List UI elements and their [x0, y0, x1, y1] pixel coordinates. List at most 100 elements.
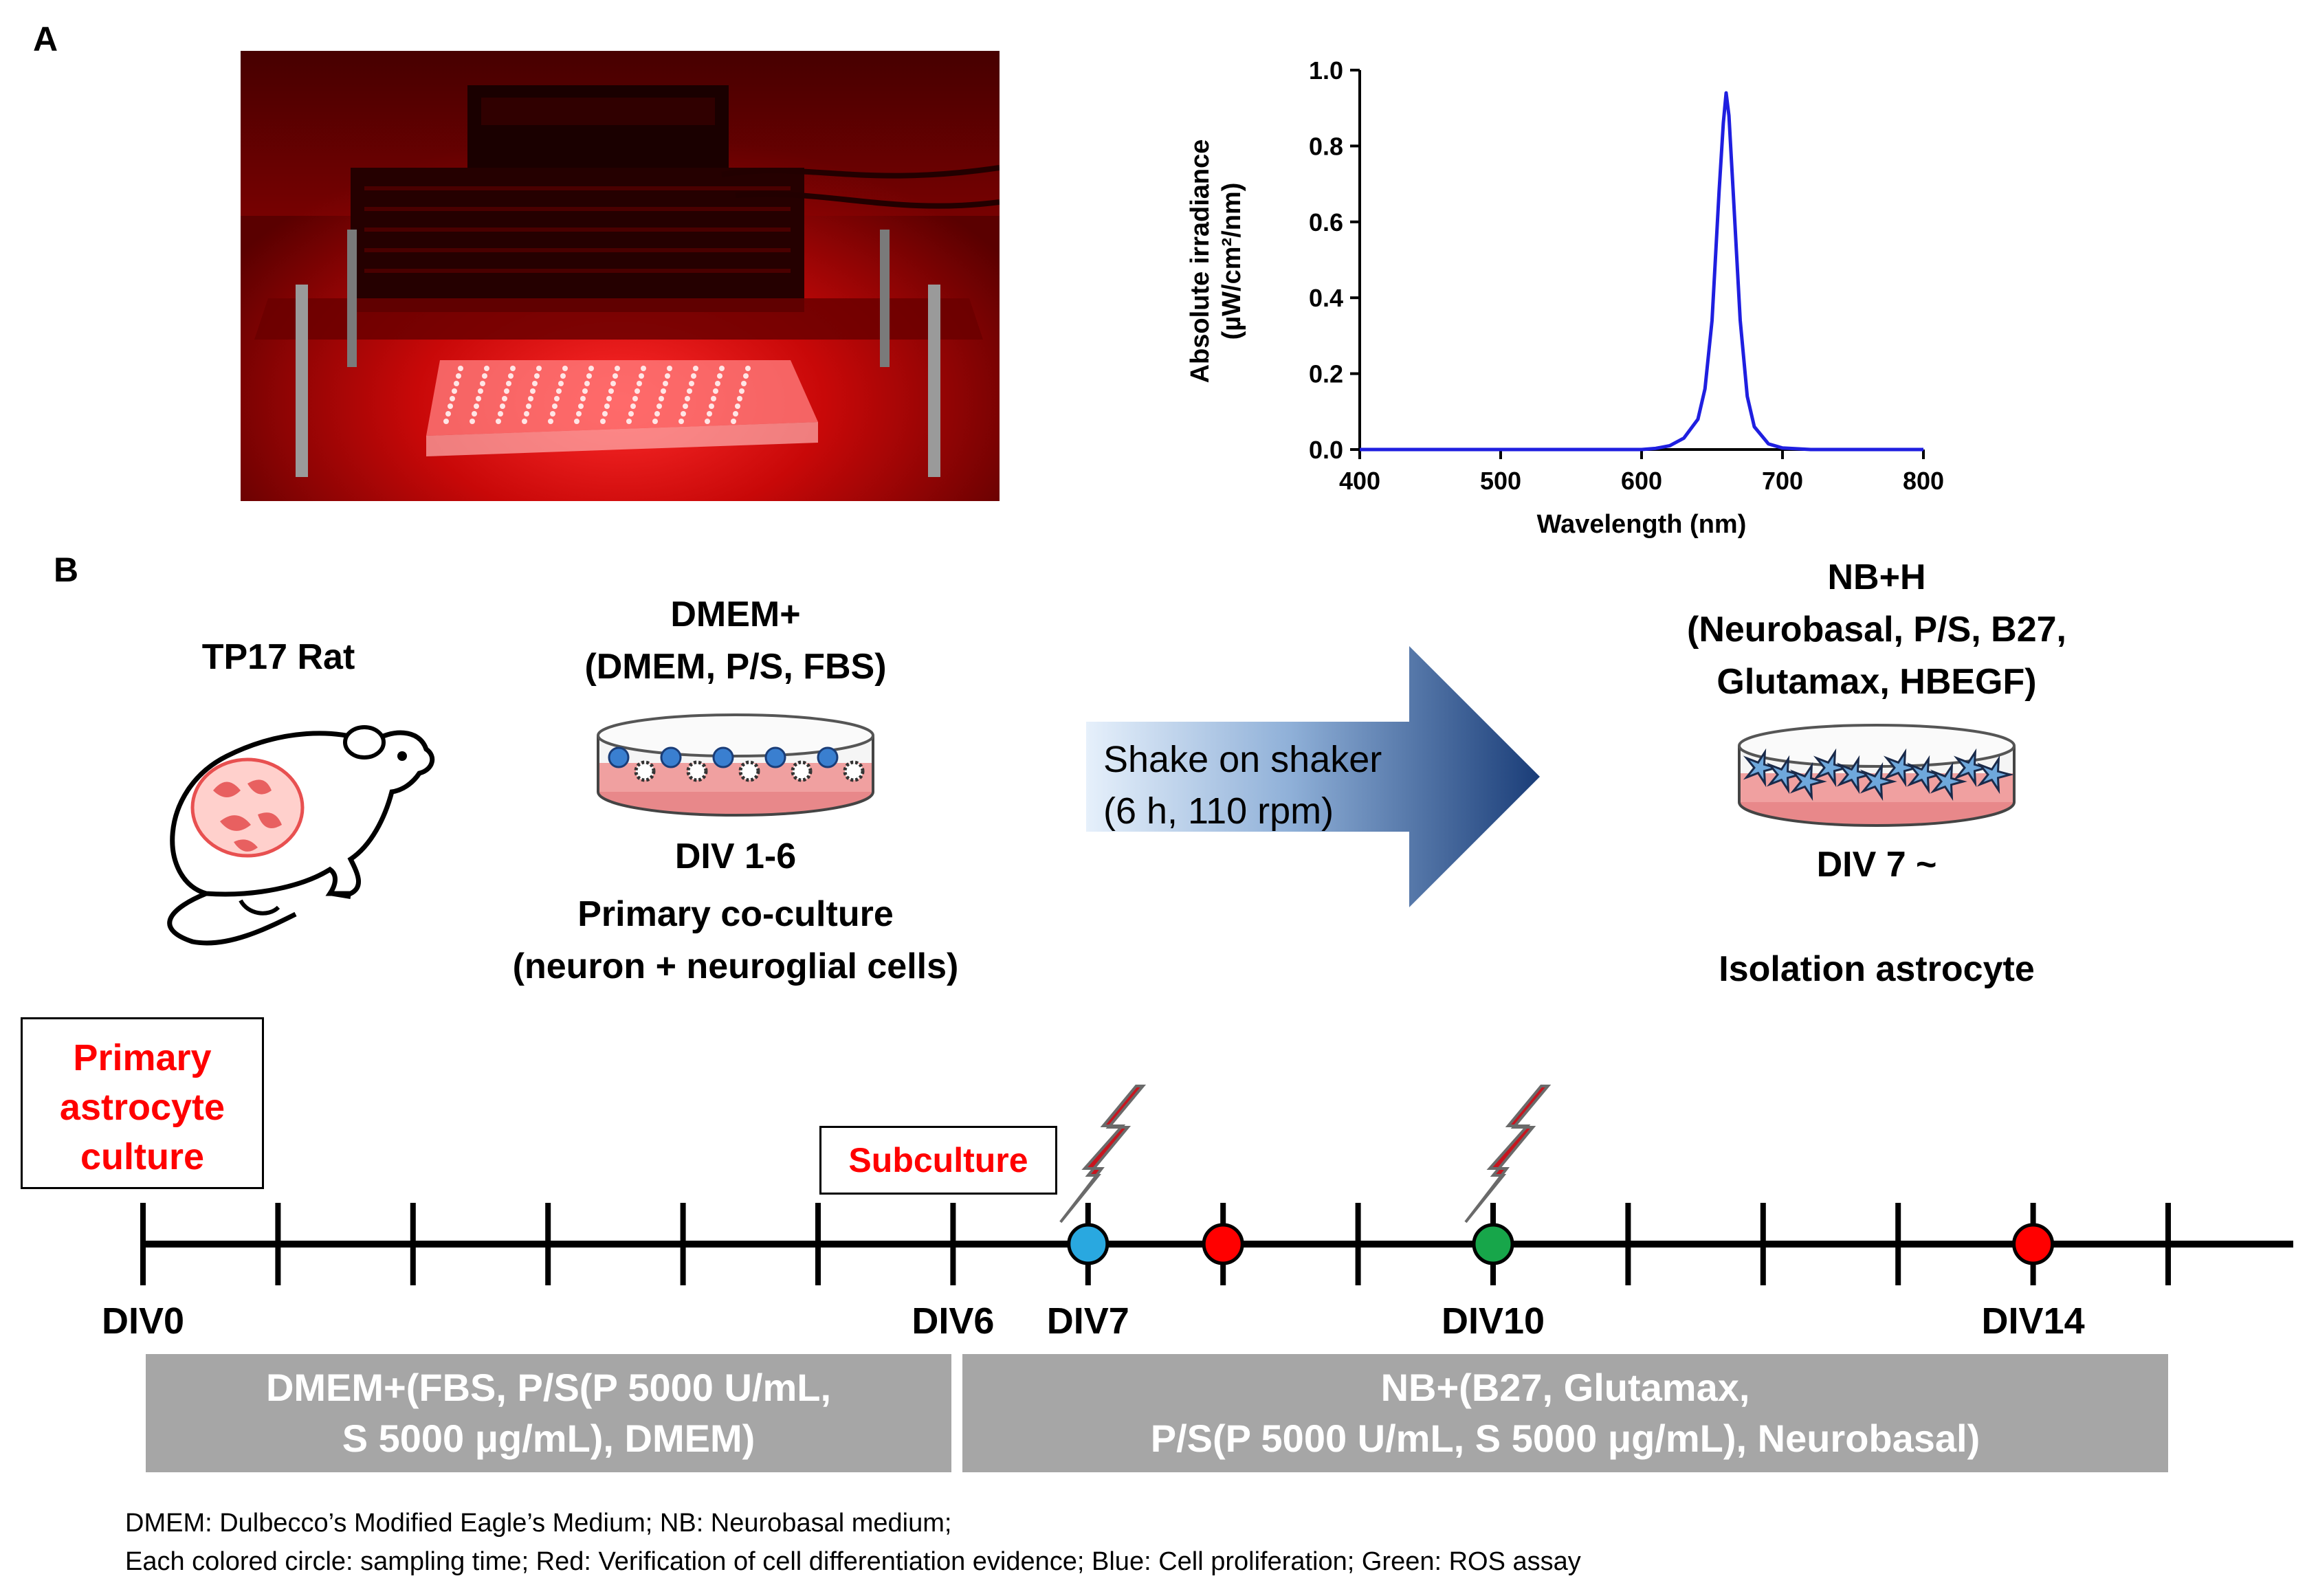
x-tick-label: 500: [1480, 467, 1521, 495]
glial-cell-icon: [634, 760, 656, 782]
well-dot: [667, 366, 672, 371]
well-dot: [707, 411, 712, 417]
well-dot: [735, 403, 740, 409]
well-dot: [578, 403, 584, 409]
well-dot: [656, 403, 662, 409]
neuron-cell-icon: [660, 746, 682, 768]
well-dot: [663, 381, 668, 386]
astrocyte-cell-icon: [1953, 748, 1991, 788]
astrocyte-cell-icon: [1743, 748, 1780, 788]
well-dot: [526, 403, 531, 409]
well-dot: [456, 373, 461, 379]
well-dot: [637, 381, 642, 386]
medium-bar-dmem-line1: DMEM+(FBS, P/S(P 5000 U/mL,: [265, 1366, 832, 1409]
well-dot: [739, 388, 744, 394]
well-dot: [560, 373, 566, 379]
culture-dish-astrocyte: [1732, 718, 2021, 828]
well-dot: [574, 419, 579, 424]
sampling-marker: [1202, 1223, 1244, 1265]
subculture-box: Subculture: [819, 1126, 1057, 1195]
well-dot: [741, 381, 747, 386]
well-dot: [582, 388, 588, 394]
well-dot: [602, 411, 608, 417]
astrocyte-dish-icon: [1738, 724, 2016, 827]
well-dot: [476, 396, 481, 401]
well-dot: [554, 396, 560, 401]
lightning-icon: [1464, 1085, 1552, 1223]
chart-series: [1360, 91, 1923, 452]
glial-cell-icon: [843, 760, 865, 782]
medium-bar-nb-line1: NB+(B27, Glutamax,: [1380, 1366, 1750, 1409]
y-tick-label: 0.6: [1309, 208, 1343, 236]
well-dot: [641, 366, 646, 371]
dish1-div-label: DIV 1-6: [674, 836, 797, 876]
well-dot: [683, 403, 688, 409]
well-dot: [480, 381, 485, 386]
well-dot: [500, 403, 505, 409]
irradiance-spectrum-chart: 400 500 600 700 800 0.0 0.2 0.4 0.6 0.8 1.0 Absolu…: [1169, 41, 1966, 550]
y-tick-label: 0.2: [1309, 360, 1343, 388]
well-dot: [615, 366, 620, 371]
well-dot: [472, 411, 477, 417]
dish1-medium-components: (DMEM, P/S, FBS): [584, 647, 887, 687]
glial-cell-icon: [791, 760, 813, 782]
well-dot: [626, 419, 632, 424]
well-dot: [502, 396, 507, 401]
well-dot: [719, 366, 725, 371]
panel-a-label: A: [33, 20, 58, 58]
well-dot: [717, 373, 722, 379]
well-dot: [737, 396, 742, 401]
well-dot: [506, 381, 511, 386]
well-dot: [691, 373, 696, 379]
well-dot: [600, 419, 606, 424]
well-dot: [558, 381, 564, 386]
astrocyte-cell-icon: [1906, 755, 1944, 795]
well-dot: [532, 381, 538, 386]
timeline-day-label: DIV14: [1982, 1300, 2085, 1342]
timeline-day-label: DIV7: [1047, 1300, 1129, 1342]
x-tick-label: 800: [1903, 467, 1944, 495]
timeline-day-label: DIV10: [1442, 1300, 1545, 1342]
well-dot: [528, 396, 533, 401]
chart-ylabel-line1: Absolute irradiance: [1186, 140, 1215, 384]
led-device-illustration: [241, 51, 1000, 501]
x-tick-label: 600: [1621, 467, 1662, 495]
well-dot: [681, 411, 686, 417]
timeline-day-label: DIV0: [102, 1300, 184, 1342]
chart-xlabel: Wavelength (nm): [1537, 510, 1747, 539]
neuron-cell-icon: [817, 746, 839, 768]
well-dot: [482, 373, 487, 379]
well-dot: [548, 419, 553, 424]
chart-ylabel-line2: (µW/cm²/nm): [1217, 183, 1246, 340]
astrocyte-cell-icon: [1813, 748, 1851, 788]
well-dot: [584, 381, 590, 386]
well-dot: [711, 396, 716, 401]
well-dot: [534, 373, 540, 379]
well-dot: [693, 366, 698, 371]
lightning-icon: [1059, 1085, 1147, 1223]
sampling-marker: [2012, 1223, 2055, 1265]
dish1-medium-title: DMEM+: [670, 595, 801, 634]
well-dot: [630, 403, 636, 409]
well-dot: [530, 388, 536, 394]
well-dot: [478, 388, 483, 394]
neuron-cell-icon: [712, 746, 734, 768]
medium-bar-nb-line2: P/S(P 5000 U/mL, S 5000 μg/mL), Neurobas…: [1150, 1417, 1980, 1460]
well-dot: [586, 373, 592, 379]
medium-bar-dmem: DMEM+(FBS, P/S(P 5000 U/mL, S 5000 μg/mL…: [146, 1354, 951, 1472]
footnote-line2: Each colored circle: sampling time; Red:…: [125, 1547, 1581, 1576]
neuron-cell-icon: [764, 746, 786, 768]
primary-culture-line1: Primary: [73, 1037, 212, 1078]
well-dot: [687, 388, 692, 394]
well-dot: [454, 381, 459, 386]
y-tick-label: 0.4: [1309, 284, 1343, 312]
timeline-axis: DIV0 DIV6 DIV7 DIV10 DIV14: [102, 1085, 2293, 1342]
well-dot: [639, 373, 644, 379]
well-dot: [443, 419, 449, 424]
astrocyte-cell-icon: [1930, 762, 1967, 801]
well-dot: [608, 388, 614, 394]
well-dot: [452, 388, 457, 394]
well-dot: [743, 373, 749, 379]
medium-bar-dmem-line2: S 5000 μg/mL), DMEM): [342, 1417, 755, 1460]
neuron-cell-icon: [608, 746, 630, 768]
